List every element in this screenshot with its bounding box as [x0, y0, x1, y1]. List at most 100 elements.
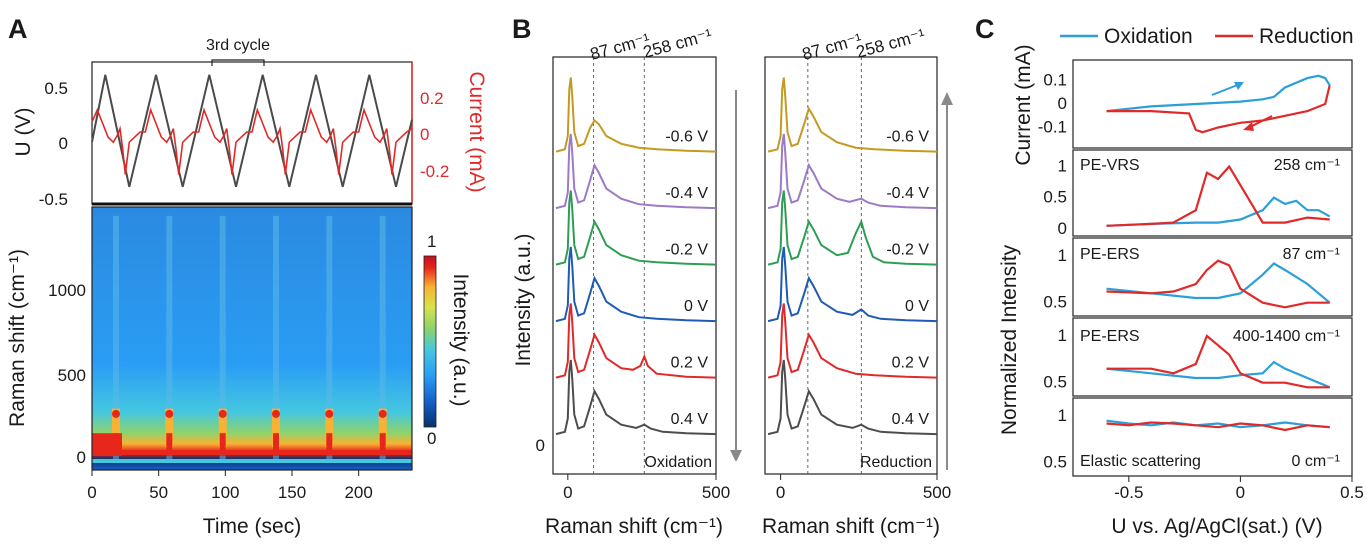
heatmap-xlabel: Time (sec)	[203, 515, 301, 538]
scan-direction-up	[941, 92, 953, 470]
c-subplot-frame	[1072, 397, 1353, 477]
b-left-peak2: 258 cm⁻¹	[641, 25, 714, 62]
c-ersbroad-label: PE-ERS	[1080, 328, 1140, 345]
heatmap-hot-band	[273, 433, 279, 456]
c-ers87-label: PE-ERS	[1080, 246, 1140, 263]
a-top-ytick: -0.5	[39, 190, 68, 209]
potential-label: -0.2 V	[665, 242, 708, 259]
c-ytick: 0.1	[1043, 71, 1067, 90]
b-yzero: 0	[536, 436, 545, 455]
b-xtick: 0	[563, 483, 572, 502]
heatmap-hot-band	[166, 433, 173, 456]
c-ytick: -0.1	[1038, 118, 1067, 137]
spectrum-trace	[767, 133, 938, 210]
oxidation-arrow-head	[1234, 82, 1244, 90]
heatmap-streak	[379, 215, 386, 462]
c-ytick: 0.5	[1043, 453, 1067, 472]
potential-line	[91, 74, 413, 188]
b-left-xlabel: Raman shift (cm⁻¹)	[545, 515, 723, 538]
reduction-arrow-head	[1243, 122, 1254, 131]
b-xtick: 0	[776, 483, 785, 502]
c-subplot-frame	[1072, 317, 1353, 397]
a-top-y2ticks: 0.2 0 -0.2	[420, 89, 449, 181]
potential-label: 0.4 V	[892, 411, 930, 428]
heatmap-field	[92, 207, 412, 470]
b-left-frame	[552, 56, 717, 475]
oxidation-direction-arrow	[1211, 83, 1241, 96]
hm-xtick: 150	[278, 483, 306, 502]
b-right-xlabel: Raman shift (cm⁻¹)	[762, 515, 940, 538]
hm-xtick: 0	[87, 483, 96, 502]
hm-ytick: 0	[77, 448, 86, 467]
c-xtick: 0.5	[1340, 483, 1364, 502]
spectrum-trace	[555, 133, 717, 210]
c-trace	[1106, 262, 1331, 304]
panel-label-c: C	[975, 14, 995, 44]
c-ytick: 1	[1058, 246, 1067, 265]
hm-xtick: 100	[211, 483, 239, 502]
a-top-y2tick: 0.2	[420, 89, 444, 108]
c-arrows	[1211, 82, 1273, 131]
hm-ytick: 500	[58, 366, 86, 385]
panel-label-b: B	[512, 14, 532, 44]
potential-label: 0.4 V	[671, 411, 709, 428]
c-vrs-label: PE-VRS	[1080, 157, 1140, 174]
colorbar	[423, 255, 437, 428]
heatmap-hot-peak	[272, 409, 280, 418]
spectrum-trace	[767, 190, 938, 266]
heatmap-streak	[219, 215, 226, 462]
potential-label: -0.6 V	[886, 129, 929, 146]
panel-a-heatmap: 0 500 1000 0 50 100 150 200 Time (sec) Raman…	[6, 206, 472, 538]
colorbar-label: Intensity (a.u.)	[449, 273, 472, 406]
c-ytick: 1	[1058, 326, 1067, 345]
heatmap-hot-peak	[165, 409, 174, 418]
legend-oxidation: Oxidation	[1104, 25, 1193, 48]
potential-label: 0.2 V	[671, 355, 709, 372]
spectrum-trace	[767, 246, 938, 323]
heatmap-hot-spot	[272, 408, 280, 448]
potential-label: 0 V	[905, 298, 929, 315]
c-trace	[1106, 196, 1331, 227]
spectrum-trace	[555, 246, 717, 323]
current-line	[91, 107, 413, 175]
potential-label: -0.4 V	[665, 185, 708, 202]
a-top-y2label: Current (mA)	[465, 71, 488, 192]
potential-label: -0.6 V	[665, 129, 708, 146]
a-top-y2tick: -0.2	[420, 162, 449, 181]
heatmap-hot-band	[219, 433, 226, 456]
c-trace	[1106, 360, 1331, 389]
spectrum-trace	[555, 77, 717, 153]
b-right-corner: Reduction	[860, 454, 932, 471]
c-elastic-label: Elastic scattering	[1080, 453, 1201, 470]
b-left-corner: Oxidation	[644, 454, 712, 471]
b-xtick: 500	[923, 483, 951, 502]
c-trace	[1106, 259, 1330, 309]
heatmap-hot-band	[379, 433, 386, 456]
heatmap-hot-peak	[378, 409, 387, 418]
c-ytick: 0	[1058, 219, 1067, 238]
spectrum-trace	[767, 359, 938, 436]
heatmap-streak	[273, 215, 279, 462]
heatmap-hot-band	[326, 433, 333, 456]
scan-arrow-head	[730, 450, 742, 462]
legend-reduction: Reduction	[1259, 25, 1354, 48]
a-top-ylabel: U (V)	[12, 108, 35, 157]
heatmap-zero-band	[92, 450, 412, 455]
a-top-ytick: 0	[59, 134, 68, 153]
c-subplot-frame	[1072, 59, 1353, 149]
c-xlabel: U vs. Ag/AgCl(sat.) (V)	[1111, 515, 1322, 538]
c-ytick: 1	[1058, 406, 1067, 425]
c-trace	[1106, 334, 1330, 389]
c-norm-ylabel: Normalized Intensity	[998, 244, 1021, 435]
b-ylabel: Intensity (a.u.)	[512, 233, 535, 366]
potential-label: 0.2 V	[892, 355, 930, 372]
scan-arrow-head	[941, 92, 953, 105]
panel-a-top: 3rd cycle 0.5 0 -0.5 0.2 0 -0.2 U (V) Cu…	[12, 37, 488, 209]
heatmap-hot-peak	[325, 409, 334, 418]
c-elastic-wavenumber: 0 cm⁻¹	[1292, 453, 1340, 470]
b-xtick: 500	[702, 483, 730, 502]
c-ytick: 0.5	[1043, 373, 1067, 392]
spectrum-trace	[767, 303, 938, 379]
heatmap-hot-spot	[112, 408, 120, 448]
